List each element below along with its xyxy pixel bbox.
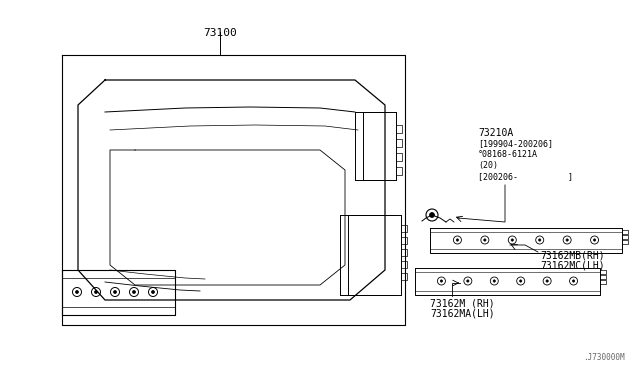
Circle shape: [95, 291, 97, 294]
Text: °08168-6121A: °08168-6121A: [478, 150, 538, 159]
Circle shape: [493, 280, 495, 282]
Circle shape: [520, 280, 522, 282]
Text: 73162MB(RH): 73162MB(RH): [540, 250, 605, 260]
Text: 73162MC(LH): 73162MC(LH): [540, 261, 605, 271]
Text: 73162MA(LH): 73162MA(LH): [430, 309, 495, 319]
Circle shape: [484, 239, 486, 241]
Circle shape: [566, 239, 568, 241]
Circle shape: [538, 239, 541, 241]
Text: (20): (20): [478, 161, 498, 170]
Text: [200206-          ]: [200206- ]: [478, 172, 573, 181]
Circle shape: [593, 239, 596, 241]
Circle shape: [132, 291, 136, 294]
Circle shape: [429, 212, 435, 218]
Circle shape: [76, 291, 79, 294]
Circle shape: [511, 239, 513, 241]
Circle shape: [152, 291, 154, 294]
Text: .J730000M: .J730000M: [584, 353, 625, 362]
Text: 73210A: 73210A: [478, 128, 513, 138]
Circle shape: [440, 280, 443, 282]
Text: [199904-200206]: [199904-200206]: [478, 139, 553, 148]
Circle shape: [456, 239, 459, 241]
Circle shape: [113, 291, 116, 294]
Circle shape: [467, 280, 469, 282]
Circle shape: [546, 280, 548, 282]
Circle shape: [572, 280, 575, 282]
Text: 73162M (RH): 73162M (RH): [430, 298, 495, 308]
Text: 73100: 73100: [203, 28, 237, 38]
